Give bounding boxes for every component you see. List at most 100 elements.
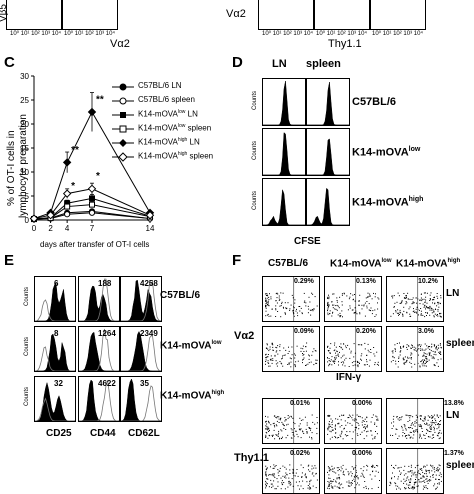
event-dot [267,362,269,364]
event-dot [398,435,400,437]
event-dot [349,348,350,350]
event-dot [393,306,395,308]
event-dot [358,361,360,363]
event-dot [312,472,314,474]
event-dot [312,310,314,312]
event-dot [293,306,294,308]
event-dot [433,345,435,347]
event-dot [329,423,331,425]
event-dot [440,297,442,299]
event-dot [421,431,423,432]
event-dot [416,312,417,314]
histogram-fill [263,189,305,225]
event-dot [363,487,365,489]
event-dot [265,363,266,365]
event-dot [298,306,300,307]
event-dot [366,435,368,437]
event-dot [437,365,439,367]
event-dot [430,428,431,430]
event-dot [265,415,266,417]
event-dot [310,427,312,429]
event-dot [308,469,309,471]
event-dot [424,301,426,303]
event-dot [342,355,344,357]
data-point [89,195,95,202]
event-dot [337,470,339,472]
event-dot [270,424,272,426]
event-dot [421,428,423,429]
event-dot [392,350,394,352]
event-dot [437,309,439,310]
event-dot [422,488,424,490]
event-dot [333,479,335,481]
event-dot [266,294,268,296]
event-dot [268,299,270,301]
event-dot [440,420,442,421]
event-dot [428,472,430,474]
event-dot [356,476,357,478]
event-dot [299,310,301,312]
event-dot [423,354,425,356]
event-dot [412,422,413,424]
event-dot [424,365,426,367]
event-dot [403,482,405,484]
event-dot [351,362,353,364]
event-dot [316,422,318,424]
event-dot [411,353,413,355]
marker-histogram [34,276,76,322]
event-dot [265,304,266,306]
event-dot [270,483,272,485]
event-dot [430,429,432,430]
data-point [87,184,97,194]
event-dot [305,364,307,366]
event-dot [269,348,271,350]
event-dot [283,354,285,356]
event-dot [289,357,291,359]
event-dot [305,305,307,307]
event-dot [327,481,329,482]
event-dot [437,469,439,471]
event-dot [438,425,440,427]
histogram-fill [79,285,119,321]
event-dot [433,422,435,424]
event-dot [298,425,300,427]
event-dot [366,417,368,419]
event-dot [436,414,438,416]
event-dot [302,362,303,364]
event-dot [354,476,356,478]
legend-text: C57BL/6 LN [138,81,182,90]
event-dot [390,315,392,317]
panel-d-col-ln: LN [272,58,287,70]
event-dot [275,346,277,348]
event-dot [436,314,438,316]
event-dot [440,312,442,314]
event-dot [359,294,361,296]
event-dot [268,296,270,298]
event-dot [404,298,406,299]
event-dot [342,348,344,350]
event-dot [421,363,423,365]
marker-histogram [34,376,76,422]
event-dot [429,309,431,311]
event-dot [266,293,268,294]
data-point [88,209,96,216]
event-dot [420,308,422,309]
event-dot [428,352,430,354]
event-dot [439,424,441,425]
event-dot [340,347,342,349]
event-dot [360,358,361,360]
event-dot [423,363,425,365]
event-dot [344,427,345,429]
event-dot [267,348,269,350]
event-dot [265,357,267,359]
event-dot [285,472,287,474]
event-dot [355,419,357,421]
event-dot [338,486,340,488]
event-dot [435,347,437,349]
counts-label: Counts [252,90,258,110]
event-dot [310,361,312,363]
marker-histogram [78,276,120,322]
event-dot [432,434,434,436]
event-dot [419,433,421,435]
event-dot [409,481,410,483]
